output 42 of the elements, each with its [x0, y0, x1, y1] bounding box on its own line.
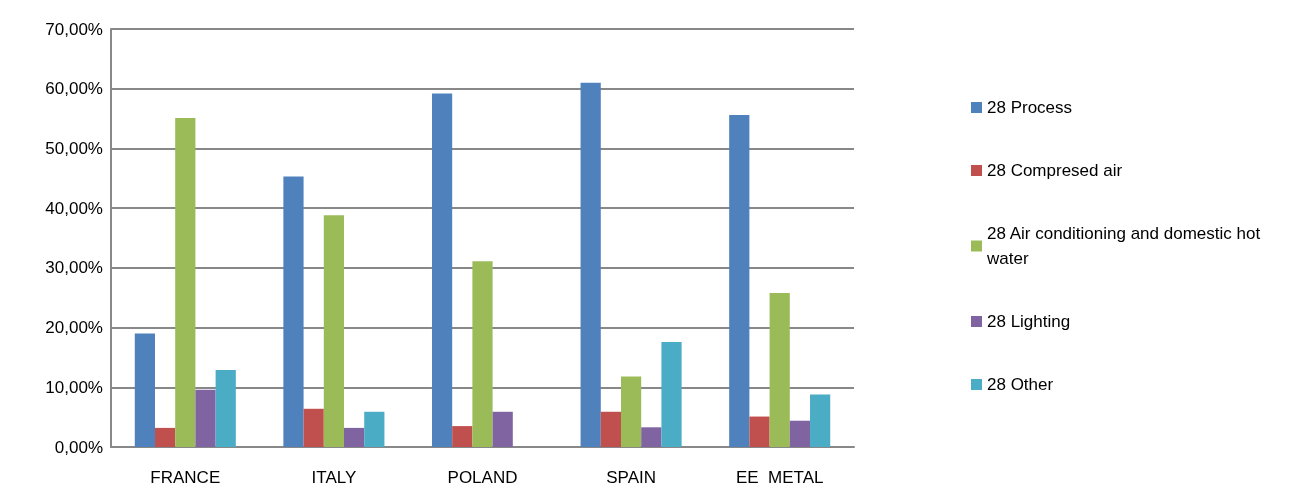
- bar: [175, 117, 196, 447]
- bar: [729, 114, 750, 447]
- bar: [323, 215, 344, 447]
- bar: [431, 93, 453, 447]
- y-tick-label: 0,00%: [54, 437, 103, 457]
- y-tick-label: 10,00%: [45, 377, 103, 397]
- x-tick-label: FRANCE: [150, 468, 221, 487]
- legend-label: 28 Other: [987, 375, 1054, 394]
- bar: [344, 427, 365, 447]
- bar: [749, 416, 770, 447]
- bar: [134, 333, 155, 447]
- bar: [621, 376, 642, 447]
- bar: [154, 427, 176, 447]
- bar: [789, 420, 811, 447]
- bar: [769, 292, 790, 447]
- bar: [195, 389, 216, 447]
- bar: [364, 411, 385, 447]
- y-tick-label: 30,00%: [45, 258, 103, 278]
- bar: [661, 341, 682, 447]
- legend-label: 28 Lighting: [987, 312, 1071, 331]
- x-tick-label: ITALY: [311, 468, 357, 487]
- bar: [452, 426, 473, 447]
- bar: [810, 394, 831, 447]
- y-tick-label: 40,00%: [45, 198, 103, 218]
- legend-label: 28 Process: [987, 98, 1073, 117]
- legend-label: 28 Air conditioning and domestic hot water: [986, 224, 1265, 268]
- bar: [472, 261, 493, 447]
- y-tick-label: 50,00%: [45, 138, 103, 158]
- bar: [580, 82, 601, 447]
- x-tick-label: EE METAL: [735, 468, 824, 487]
- legend-label: 28 Compresed air: [987, 161, 1123, 180]
- y-tick-label: 60,00%: [45, 79, 103, 99]
- bar: [303, 408, 324, 447]
- bar: [600, 411, 621, 447]
- x-tick-label: SPAIN: [606, 468, 656, 487]
- x-tick-label: POLAND: [447, 468, 518, 487]
- y-tick-label: 70,00%: [45, 19, 103, 39]
- bar: [215, 369, 236, 447]
- bar: [283, 176, 304, 447]
- bar: [492, 411, 513, 447]
- y-tick-label: 20,00%: [45, 318, 103, 338]
- bar: [641, 427, 662, 447]
